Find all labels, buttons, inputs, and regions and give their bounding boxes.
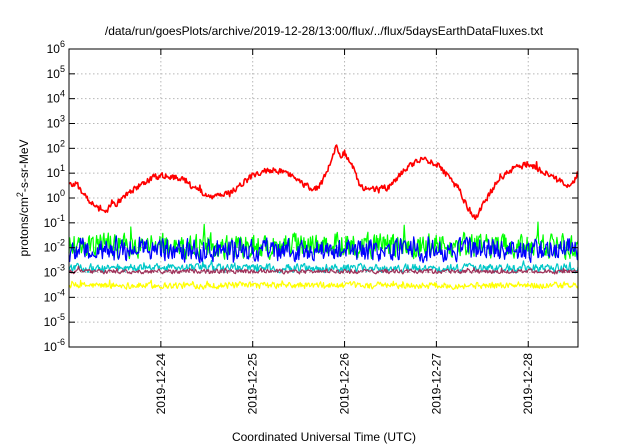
- y-tick-label: 10-1: [44, 213, 65, 230]
- y-tick-label: 10-3: [44, 263, 65, 280]
- y-axis-label-sup: 2: [15, 192, 25, 197]
- y-tick-exponent: -5: [57, 312, 65, 322]
- y-tick-label: 102: [47, 138, 65, 155]
- y-tick-base: 10: [44, 216, 58, 230]
- x-tick-label: 2019-12-27: [429, 353, 443, 415]
- y-tick-base: 10: [44, 241, 58, 255]
- x-axis-label: Coordinated Universal Time (UTC): [232, 430, 416, 444]
- y-tick-base: 10: [47, 42, 61, 56]
- y-tick-base: 10: [47, 67, 61, 81]
- y-tick-exponent: -4: [57, 287, 65, 297]
- y-tick-base: 10: [47, 92, 61, 106]
- y-tick-base: 10: [47, 141, 61, 155]
- y-tick-label: 104: [47, 89, 65, 106]
- series-group: [68, 144, 579, 290]
- chart-title: /data/run/goesPlots/archive/2019-12-28/1…: [105, 24, 544, 38]
- y-axis-label-rest: -s-sr-MeV: [17, 139, 31, 192]
- y-tick-label: 10-2: [44, 238, 65, 255]
- y-tick-base: 10: [47, 191, 61, 205]
- y-tick-exponent: 2: [60, 138, 65, 148]
- y-tick-base: 10: [44, 266, 58, 280]
- y-tick-exponent: -6: [57, 337, 65, 347]
- y-tick-label: 101: [47, 163, 65, 180]
- y-tick-label: 10-6: [44, 337, 65, 354]
- y-tick-exponent: 0: [60, 188, 65, 198]
- y-tick-exponent: 6: [60, 39, 65, 49]
- y-tick-base: 10: [47, 117, 61, 131]
- y-tick-base: 10: [44, 290, 58, 304]
- series-line: [69, 265, 579, 275]
- y-tick-exponent: -3: [57, 263, 65, 273]
- y-tick-exponent: 1: [60, 163, 65, 173]
- y-axis: 10-610-510-410-310-210-11001011021031041…: [44, 39, 578, 354]
- x-tick-label: 2019-12-24: [154, 353, 168, 415]
- y-tick-base: 10: [44, 340, 58, 354]
- x-tick-label: 2019-12-25: [246, 353, 260, 415]
- y-tick-exponent: 3: [60, 114, 65, 124]
- series-line: [68, 235, 579, 264]
- x-tick-label: 2019-12-26: [338, 353, 352, 415]
- series-line: [68, 144, 579, 220]
- y-tick-label: 100: [47, 188, 65, 205]
- y-tick-label: 10-5: [44, 312, 65, 329]
- grid: [69, 49, 578, 347]
- y-axis-label-base: protons/cm: [17, 197, 31, 256]
- y-tick-exponent: 4: [60, 89, 65, 99]
- y-tick-label: 105: [47, 64, 65, 81]
- y-tick-label: 103: [47, 114, 65, 131]
- y-tick-base: 10: [44, 315, 58, 329]
- y-tick-label: 10-4: [44, 287, 65, 304]
- y-tick-exponent: -1: [57, 213, 65, 223]
- y-axis-label: protons/cm2-s-sr-MeV: [15, 139, 31, 256]
- x-tick-label: 2019-12-28: [521, 353, 535, 415]
- y-tick-exponent: -2: [57, 238, 65, 248]
- y-tick-base: 10: [47, 166, 61, 180]
- series-line: [68, 279, 579, 290]
- y-tick-label: 106: [47, 39, 65, 56]
- y-tick-exponent: 5: [60, 64, 65, 74]
- x-axis: 2019-12-24 2019-12-25 2019-12-26 2019-12-27…: [154, 49, 535, 414]
